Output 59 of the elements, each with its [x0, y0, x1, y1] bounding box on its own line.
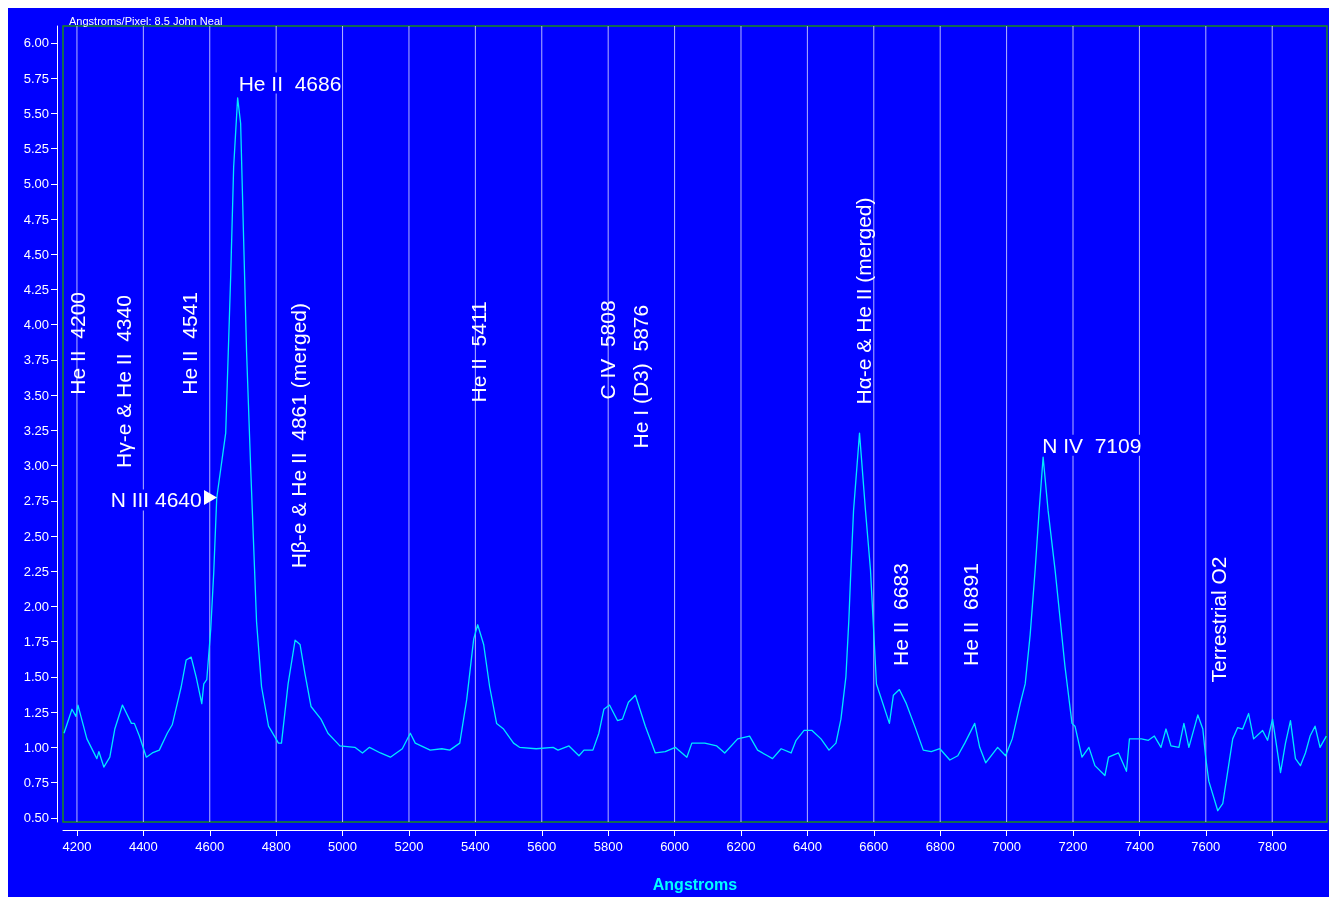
x-tick-label: 7200	[1058, 839, 1088, 854]
x-tick-label: 6000	[660, 839, 690, 854]
x-tick-label: 7400	[1124, 839, 1154, 854]
x-tick-label: 4200	[62, 839, 92, 854]
y-tick-label: 5.75	[23, 70, 49, 86]
y-tick-label: 4.50	[23, 246, 49, 262]
y-tick-label: 1.25	[23, 704, 49, 720]
y-tick-label: 2.00	[23, 598, 49, 614]
x-axis-title: Angstroms	[652, 875, 738, 893]
y-tick-label: 4.00	[23, 317, 49, 333]
annotation: He II 4686	[238, 71, 342, 95]
x-tick-label: 6800	[925, 839, 955, 854]
chart-subtitle: Angstroms/Pixel: 8.5 John Neal	[69, 14, 223, 27]
x-tick-label: 7600	[1191, 839, 1221, 854]
annotation: N IV 7109	[1042, 433, 1142, 457]
y-tick-label: 5.25	[23, 141, 49, 157]
y-tick-label: 3.75	[23, 352, 49, 368]
y-tick-label: 2.50	[23, 528, 49, 544]
annotation: Hγ-e & He II 4340	[112, 295, 136, 468]
annotation: Terrestrial O2	[1207, 556, 1231, 683]
x-tick-label: 4600	[195, 839, 225, 854]
y-tick-label: 3.00	[23, 458, 49, 474]
x-tick-label: 6400	[792, 839, 822, 854]
x-tick-label: 5000	[328, 839, 358, 854]
annotation: N III 4640	[110, 488, 202, 512]
annotation: He II 6683	[888, 563, 912, 666]
x-tick-label: 5200	[394, 839, 424, 854]
line-series	[63, 97, 1327, 812]
x-tick-label: 7000	[992, 839, 1022, 854]
x-tick-label: 5400	[460, 839, 490, 854]
y-tick-label: 0.75	[23, 775, 49, 791]
y-tick-label: 2.75	[23, 493, 49, 509]
annotation: He II 6891	[959, 563, 983, 666]
annotation: He I (D3) 5876	[628, 304, 652, 449]
y-tick-label: 4.25	[23, 281, 49, 297]
y-tick-label: 5.50	[23, 105, 49, 121]
x-tick-label: 6600	[859, 839, 889, 854]
annotation: C IV 5808	[596, 300, 620, 400]
y-tick-label: 2.25	[23, 563, 49, 579]
y-tick-label: 0.50	[23, 810, 49, 826]
y-tick-label: 3.25	[23, 422, 49, 438]
y-tick-label: 1.00	[23, 739, 49, 755]
x-tick-label: 6200	[726, 839, 756, 854]
annotation: He II 5411	[467, 301, 491, 403]
y-tick-label: 1.75	[23, 634, 49, 650]
x-tick-label: 4800	[261, 839, 291, 854]
y-tick-label: 1.50	[23, 669, 49, 685]
x-tick-label: 7800	[1257, 839, 1287, 854]
annotation: He II 4541	[177, 292, 201, 395]
y-tick-label: 4.75	[23, 211, 49, 227]
x-tick-label: 5800	[593, 839, 623, 854]
annotation: He II 4200	[66, 292, 90, 395]
annotation: Hα-e & He II (merged)	[852, 197, 876, 405]
y-tick-label: 5.00	[23, 176, 49, 192]
y-tick-label: 3.50	[23, 387, 49, 403]
x-tick-label: 4400	[128, 839, 158, 854]
y-tick-label: 6.00	[23, 35, 49, 51]
annotation: Hβ-e & He II 4861 (merged)	[286, 303, 310, 569]
x-tick-label: 5600	[527, 839, 557, 854]
